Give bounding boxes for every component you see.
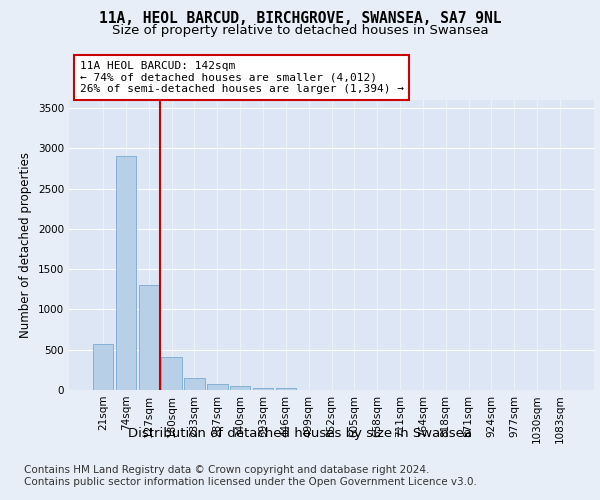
Bar [116, 156, 136, 390]
Bar [253, 388, 273, 390]
Text: Size of property relative to detached houses in Swansea: Size of property relative to detached ho… [112, 24, 488, 37]
Bar [230, 386, 250, 390]
Text: Contains HM Land Registry data © Crown copyright and database right 2024.
Contai: Contains HM Land Registry data © Crown c… [24, 465, 477, 486]
Text: Distribution of detached houses by size in Swansea: Distribution of detached houses by size … [128, 428, 472, 440]
Bar [93, 344, 113, 390]
Text: 11A, HEOL BARCUD, BIRCHGROVE, SWANSEA, SA7 9NL: 11A, HEOL BARCUD, BIRCHGROVE, SWANSEA, S… [99, 11, 501, 26]
Bar [161, 357, 182, 390]
Text: 11A HEOL BARCUD: 142sqm
← 74% of detached houses are smaller (4,012)
26% of semi: 11A HEOL BARCUD: 142sqm ← 74% of detache… [79, 61, 404, 94]
Y-axis label: Number of detached properties: Number of detached properties [19, 152, 32, 338]
Bar [207, 384, 227, 390]
Bar [139, 286, 159, 390]
Bar [184, 378, 205, 390]
Bar [275, 388, 296, 390]
